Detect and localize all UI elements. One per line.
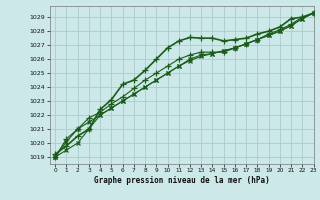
X-axis label: Graphe pression niveau de la mer (hPa): Graphe pression niveau de la mer (hPa) [94, 176, 269, 185]
